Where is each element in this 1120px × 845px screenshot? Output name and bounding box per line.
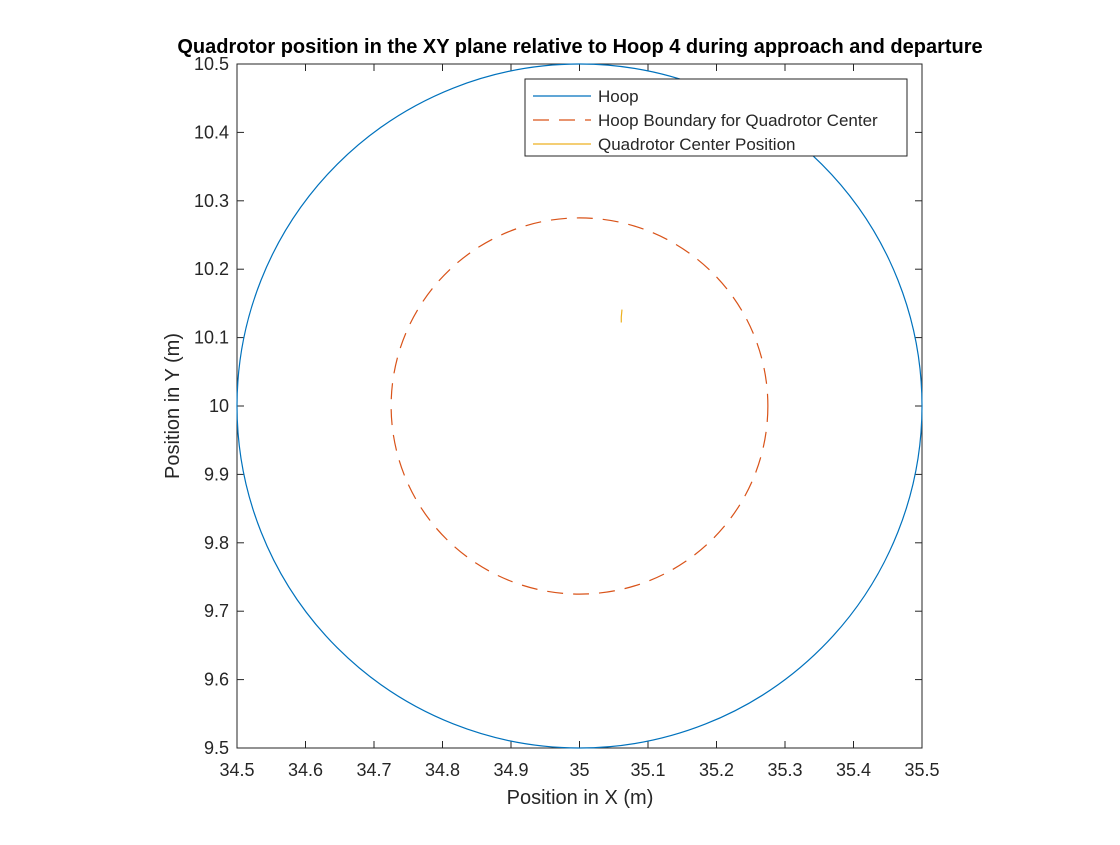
y-tick-label: 9.9 — [204, 464, 229, 484]
y-tick-label: 10.3 — [194, 191, 229, 211]
y-tick-label: 9.8 — [204, 533, 229, 553]
series-line-3 — [620, 309, 623, 323]
x-tick-label: 34.7 — [356, 760, 391, 780]
legend-entry-3: Quadrotor Center Position — [598, 135, 796, 154]
x-axis-label: Position in X (m) — [507, 787, 654, 809]
chart-title: Quadrotor position in the XY plane relat… — [177, 36, 982, 58]
y-tick-label: 10.5 — [194, 54, 229, 74]
x-tick-label: 35 — [569, 760, 589, 780]
x-tick-label: 34.5 — [219, 760, 254, 780]
ticks: 34.5 34.6 34.7 34.8 34.9 35 35.1 35.2 35.3 35.4 35… — [194, 54, 940, 780]
legend-entry-2: Hoop Boundary for Quadrotor Center — [598, 111, 878, 130]
x-tick-label: 34.8 — [425, 760, 460, 780]
legend: Hoop Hoop Boundary for Quadrotor Center Qu… — [524, 78, 908, 157]
x-tick-label: 35.1 — [630, 760, 665, 780]
legend-entry-1: Hoop — [598, 87, 639, 106]
legend-box — [524, 78, 908, 157]
y-tick-label: 9.6 — [204, 670, 229, 690]
y-tick-label: 10.4 — [194, 122, 229, 142]
series-line-2 — [390, 217, 769, 595]
series-line-1 — [236, 63, 923, 749]
plot-lines — [236, 63, 923, 749]
x-tick-label: 34.6 — [288, 760, 323, 780]
y-tick-label: 9.5 — [204, 738, 229, 758]
y-tick-label: 10.2 — [194, 259, 229, 279]
y-axis-label: Position in Y (m) — [162, 333, 184, 479]
x-tick-label: 34.9 — [493, 760, 528, 780]
y-tick-label: 10.1 — [194, 328, 229, 348]
x-tick-label: 35.3 — [767, 760, 802, 780]
x-tick-label: 35.4 — [836, 760, 871, 780]
x-tick-label: 35.5 — [904, 760, 939, 780]
x-tick-label: 35.2 — [699, 760, 734, 780]
y-tick-label: 10 — [209, 396, 229, 416]
y-tick-label: 9.7 — [204, 601, 229, 621]
axes-box — [236, 63, 923, 749]
